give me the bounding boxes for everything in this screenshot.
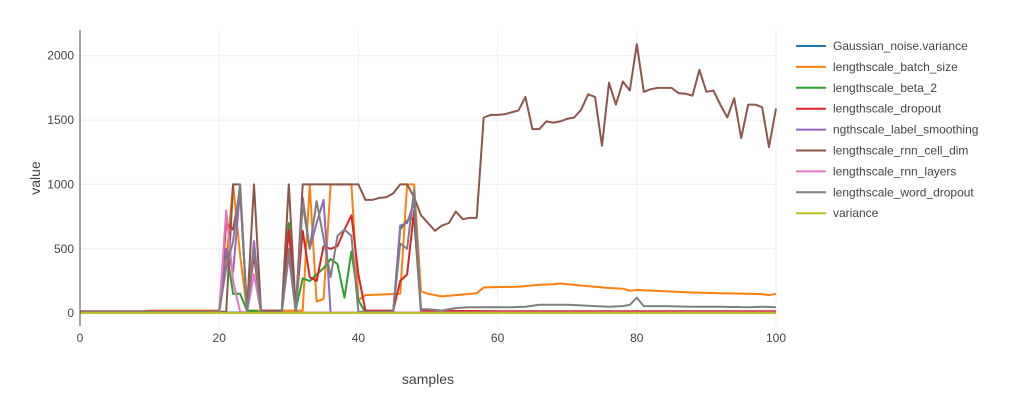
series-line-lengthscale-rnn-layers <box>80 209 776 314</box>
x-tick-label: 100 <box>766 331 786 345</box>
legend-label: ngthscale_label_smoothing <box>833 123 978 137</box>
x-axis-title: samples <box>402 371 454 387</box>
x-tick-label: 0 <box>77 331 84 345</box>
x-tick-label: 60 <box>491 331 505 345</box>
legend-label: lengthscale_dropout <box>833 102 942 116</box>
axes: 0 500 1000 1500 2000 0 20 40 60 80 100 <box>47 30 786 345</box>
legend: Gaussian_noise.variance lengthscale_batch… <box>796 39 978 220</box>
y-tick-label: 1500 <box>47 113 74 127</box>
series-line-lengthscale-batch-size <box>80 183 777 313</box>
x-tick-label: 40 <box>352 331 366 345</box>
legend-label: variance <box>833 206 879 220</box>
gridlines <box>80 30 777 326</box>
legend-label: lengthscale_batch_size <box>833 60 958 74</box>
series-line-lengthscale-beta-2 <box>80 216 776 314</box>
y-tick-label: 1000 <box>47 177 74 191</box>
legend-label: lengthscale_rnn_cell_dim <box>833 144 968 158</box>
series-line-lengthscale-word-dropout <box>80 183 777 314</box>
y-tick-label: 500 <box>54 242 74 256</box>
x-tick-label: 80 <box>630 331 644 345</box>
legend-label: lengthscale_beta_2 <box>833 81 937 95</box>
y-tick-label: 2000 <box>47 49 74 63</box>
y-axis-title: value <box>27 161 43 195</box>
series-lines <box>80 43 777 314</box>
legend-label: lengthscale_word_dropout <box>833 185 974 199</box>
legend-label: Gaussian_noise.variance <box>833 39 968 53</box>
series-line-lengthscale-rnn-cell-dim <box>80 43 777 313</box>
x-tick-label: 20 <box>213 331 227 345</box>
legend-label: lengthscale_rnn_layers <box>833 164 956 178</box>
y-tick-label: 0 <box>67 306 74 320</box>
